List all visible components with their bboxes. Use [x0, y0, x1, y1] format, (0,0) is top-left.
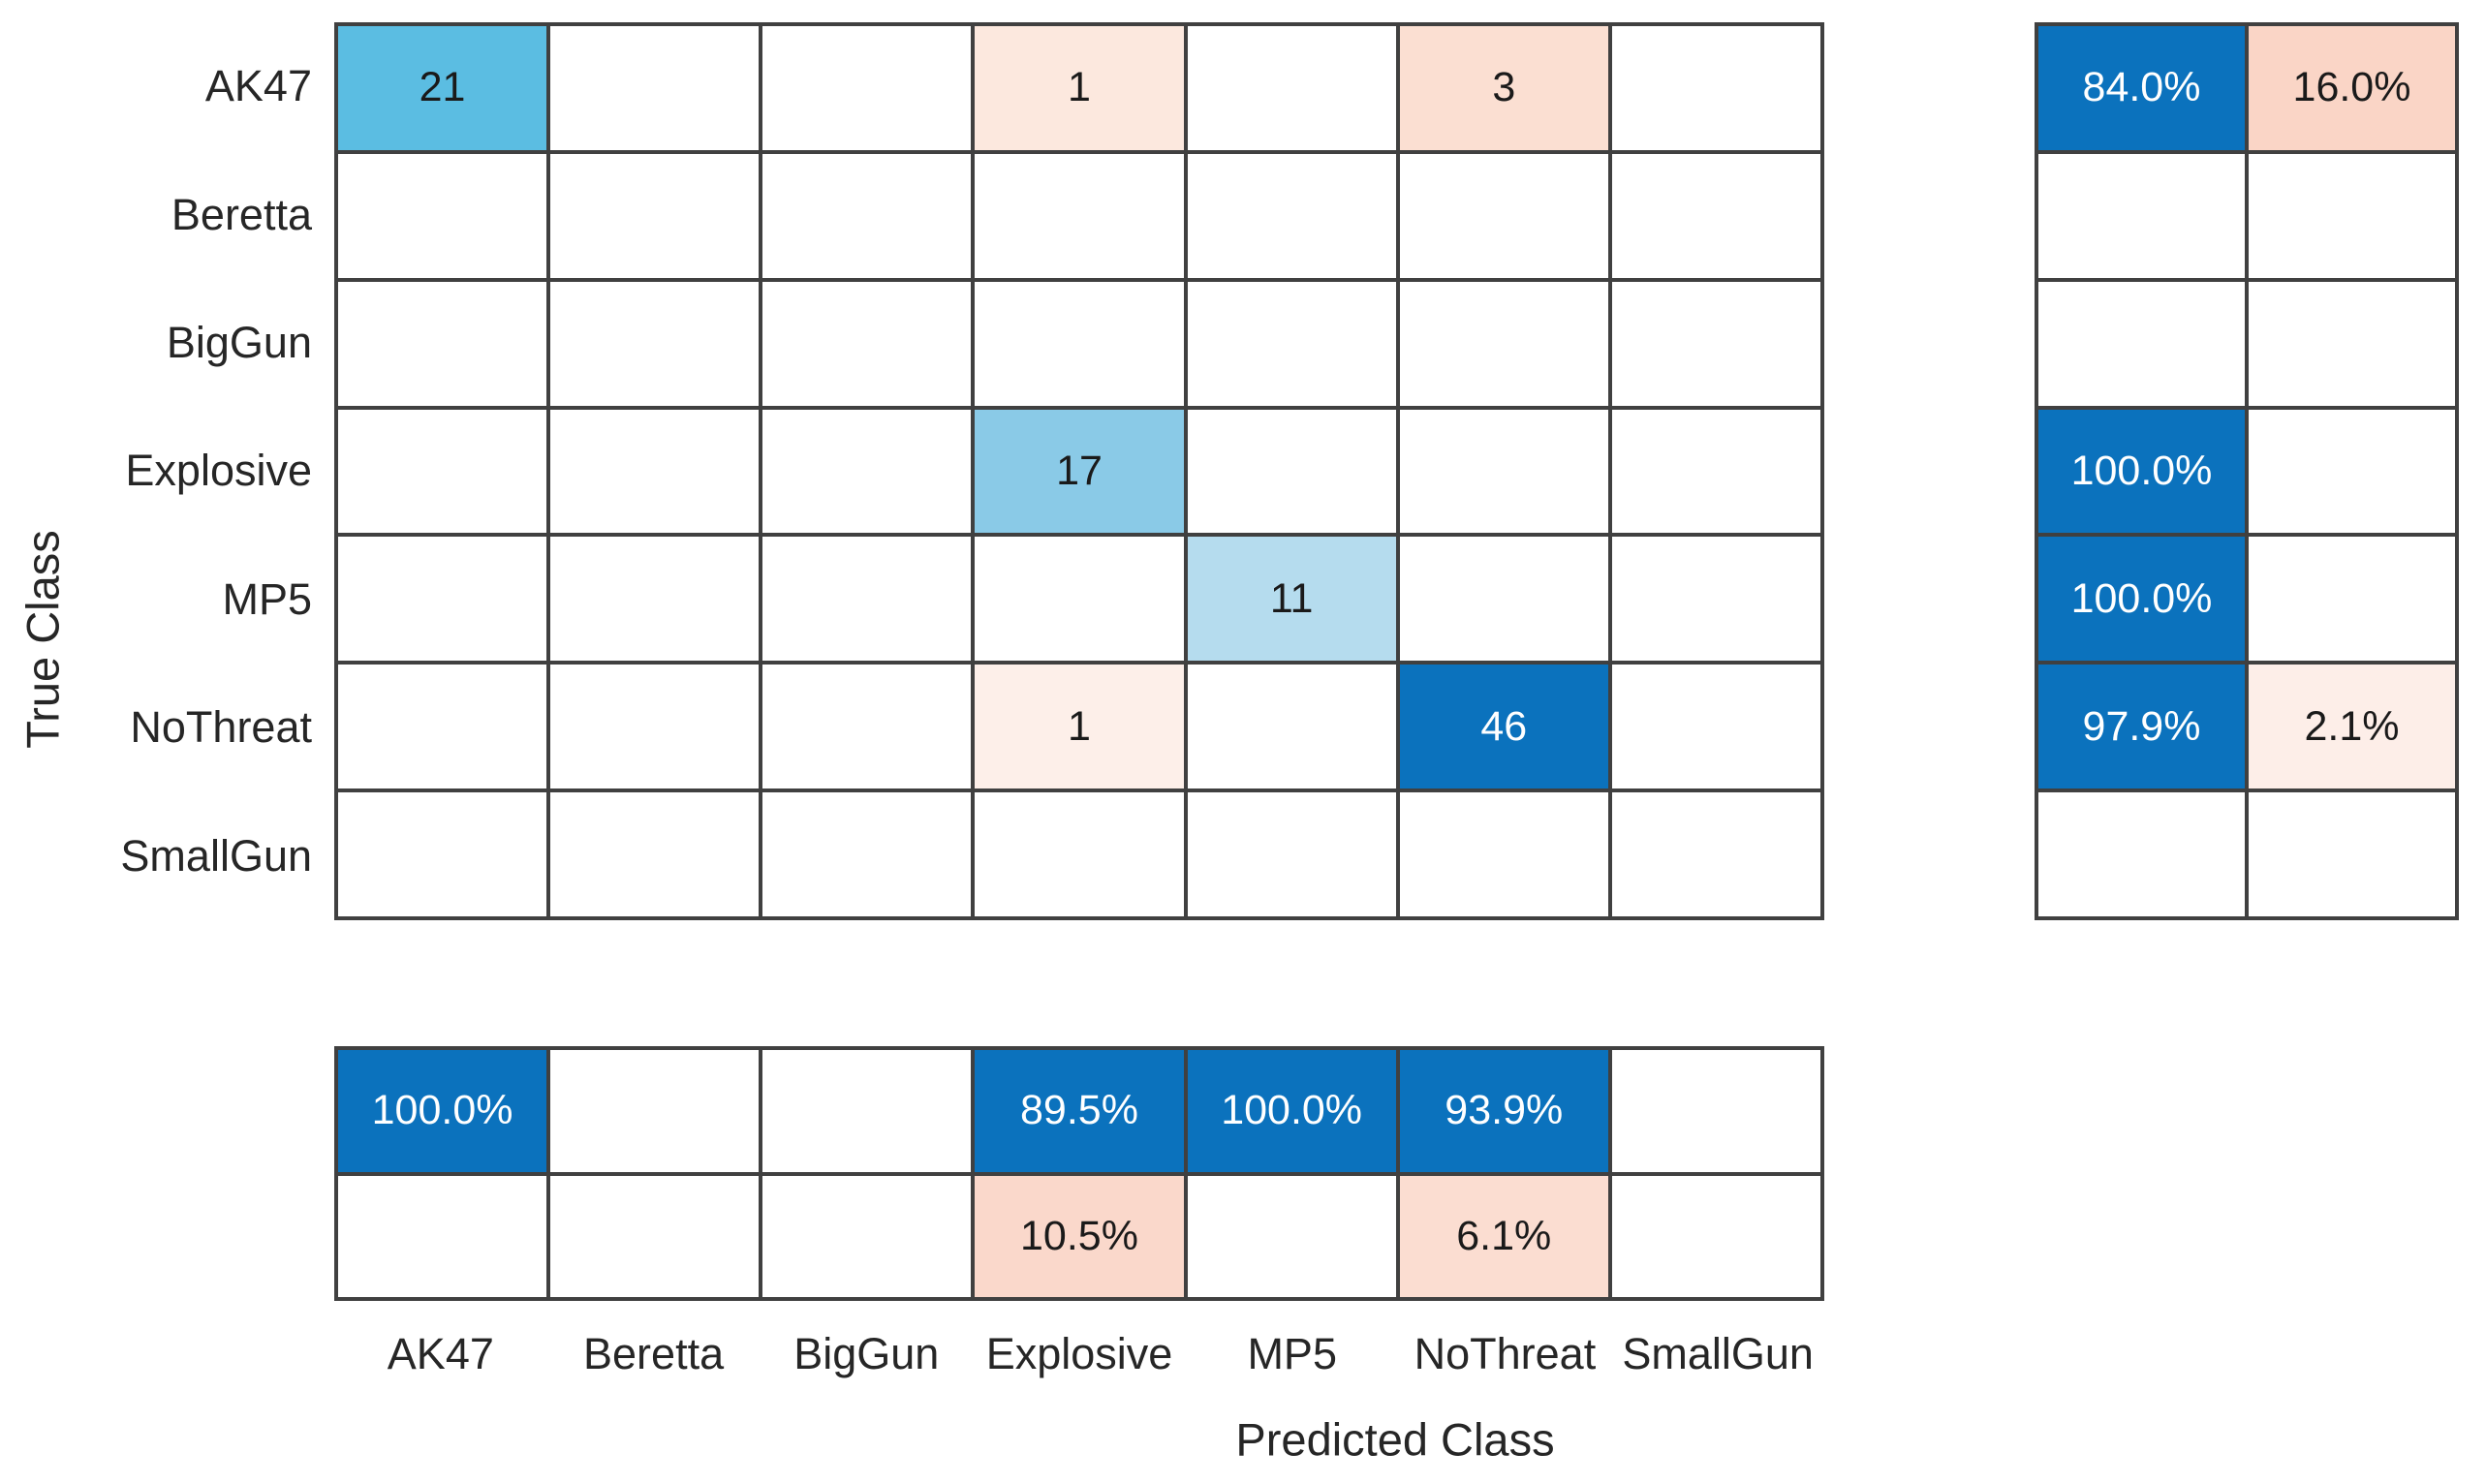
column-summary-cell — [762, 1175, 972, 1297]
x-tick-label: AK47 — [387, 1329, 494, 1378]
matrix-cell — [1187, 281, 1396, 406]
matrix-cell — [550, 537, 760, 662]
matrix-cell — [1187, 26, 1396, 150]
x-tick-label: MP5 — [1247, 1329, 1337, 1378]
matrix-cell: 1 — [975, 26, 1184, 150]
row-summary-cell — [2038, 281, 2245, 406]
matrix-cell — [550, 665, 760, 789]
matrix-cell — [1611, 537, 1820, 662]
column-summary-cell — [338, 1175, 547, 1297]
column-summary-cell: 10.5% — [975, 1175, 1184, 1297]
x-tick-label: BigGun — [793, 1329, 940, 1378]
y-tick-label: BigGun — [166, 318, 312, 368]
y-tick-label: Beretta — [171, 189, 312, 239]
row-summary-cell — [2249, 792, 2455, 916]
matrix-cell — [762, 792, 972, 916]
matrix-cell — [975, 537, 1184, 662]
matrix-cell — [338, 281, 547, 406]
matrix-cell — [1399, 792, 1608, 916]
row-summary-cell: 97.9% — [2038, 665, 2245, 789]
matrix-cell: 46 — [1399, 665, 1608, 789]
row-summary-grid: 84.0% 16.0% 100.0% 100.0% 97.9% 2.1% — [2035, 22, 2459, 920]
matrix-cell — [1399, 409, 1608, 534]
confusion-matrix-grid: 21 1 3 17 11 1 46 — [334, 22, 1824, 920]
y-tick-label: NoThreat — [130, 702, 312, 753]
y-tick-label: Explosive — [125, 446, 312, 496]
column-summary-cell — [550, 1175, 760, 1297]
y-tick-label: AK47 — [204, 61, 312, 111]
x-tick-labels: AK47 Beretta BigGun Explosive MP5 NoThreat Sma… — [334, 1323, 1824, 1385]
matrix-cell: 17 — [975, 409, 1184, 534]
matrix-cell — [762, 665, 972, 789]
matrix-cell — [1611, 153, 1820, 278]
matrix-cell: 3 — [1399, 26, 1608, 150]
row-summary-cell: 100.0% — [2038, 537, 2245, 662]
matrix-cell — [550, 26, 760, 150]
row-summary-cell — [2038, 792, 2245, 916]
matrix-cell — [975, 281, 1184, 406]
matrix-cell — [762, 281, 972, 406]
matrix-cell — [975, 153, 1184, 278]
matrix-cell — [1611, 281, 1820, 406]
column-summary-cell — [1187, 1175, 1396, 1297]
matrix-cell — [1611, 26, 1820, 150]
column-summary-cell: 89.5% — [975, 1050, 1184, 1172]
column-summary-cell: 100.0% — [1187, 1050, 1396, 1172]
matrix-cell — [550, 792, 760, 916]
matrix-cell — [1187, 792, 1396, 916]
x-tick-label: NoThreat — [1414, 1329, 1597, 1378]
row-summary-cell: 2.1% — [2249, 665, 2455, 789]
matrix-cell — [1187, 153, 1396, 278]
matrix-cell: 21 — [338, 26, 547, 150]
row-summary-cell: 84.0% — [2038, 26, 2245, 150]
column-summary-grid: 100.0% 89.5% 100.0% 93.9% 10.5% 6.1% — [334, 1046, 1824, 1301]
row-summary-cell — [2038, 153, 2245, 278]
column-summary-cell — [550, 1050, 760, 1172]
column-summary-cell — [1611, 1175, 1820, 1297]
y-tick-label: SmallGun — [120, 830, 312, 881]
x-tick-label: Explosive — [985, 1329, 1173, 1378]
matrix-cell — [1399, 153, 1608, 278]
matrix-cell — [338, 665, 547, 789]
matrix-cell — [762, 26, 972, 150]
matrix-cell — [762, 153, 972, 278]
matrix-cell — [1399, 281, 1608, 406]
row-summary-cell — [2249, 281, 2455, 406]
row-summary-cell: 16.0% — [2249, 26, 2455, 150]
column-summary-cell: 6.1% — [1399, 1175, 1608, 1297]
column-summary-cell — [762, 1050, 972, 1172]
matrix-cell — [338, 409, 547, 534]
matrix-cell — [762, 537, 972, 662]
column-summary-cell: 93.9% — [1399, 1050, 1608, 1172]
matrix-cell — [550, 409, 760, 534]
matrix-cell — [550, 281, 760, 406]
row-summary-cell — [2249, 537, 2455, 662]
row-summary-cell — [2249, 409, 2455, 534]
matrix-cell — [550, 153, 760, 278]
matrix-cell — [1611, 409, 1820, 534]
y-tick-label: MP5 — [222, 573, 312, 624]
matrix-cell: 1 — [975, 665, 1184, 789]
row-summary-cell — [2249, 153, 2455, 278]
matrix-cell — [1611, 792, 1820, 916]
x-tick-label: SmallGun — [1622, 1329, 1814, 1378]
matrix-cell — [1611, 665, 1820, 789]
matrix-cell — [762, 409, 972, 534]
matrix-cell — [1187, 409, 1396, 534]
matrix-cell — [1399, 537, 1608, 662]
x-tick-label: Beretta — [583, 1329, 725, 1378]
row-summary-cell: 100.0% — [2038, 409, 2245, 534]
matrix-cell — [338, 537, 547, 662]
matrix-cell — [338, 153, 547, 278]
matrix-cell — [1187, 665, 1396, 789]
x-axis-label: Predicted Class — [1235, 1413, 1555, 1466]
matrix-cell: 11 — [1187, 537, 1396, 662]
column-summary-cell: 100.0% — [338, 1050, 547, 1172]
column-summary-cell — [1611, 1050, 1820, 1172]
y-tick-labels: AK47 Beretta BigGun Explosive MP5 NoThreat Sma… — [0, 22, 312, 920]
matrix-cell — [975, 792, 1184, 916]
matrix-cell — [338, 792, 547, 916]
